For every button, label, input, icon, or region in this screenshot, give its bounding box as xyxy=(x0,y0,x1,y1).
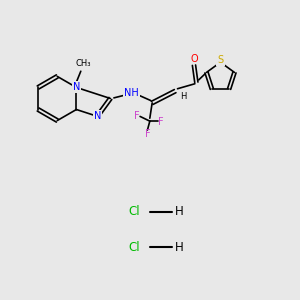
Text: H: H xyxy=(180,92,187,101)
Text: Cl: Cl xyxy=(128,241,140,254)
Text: NH: NH xyxy=(124,88,139,98)
Text: N: N xyxy=(94,111,101,121)
Text: F: F xyxy=(134,111,140,121)
Text: S: S xyxy=(218,55,224,65)
Text: CH₃: CH₃ xyxy=(75,59,91,68)
Text: H: H xyxy=(175,241,184,254)
Text: F: F xyxy=(158,117,164,127)
Text: F: F xyxy=(145,128,150,139)
Text: O: O xyxy=(190,54,198,64)
Text: Cl: Cl xyxy=(128,205,140,218)
Text: N: N xyxy=(73,82,80,92)
Text: H: H xyxy=(175,205,184,218)
